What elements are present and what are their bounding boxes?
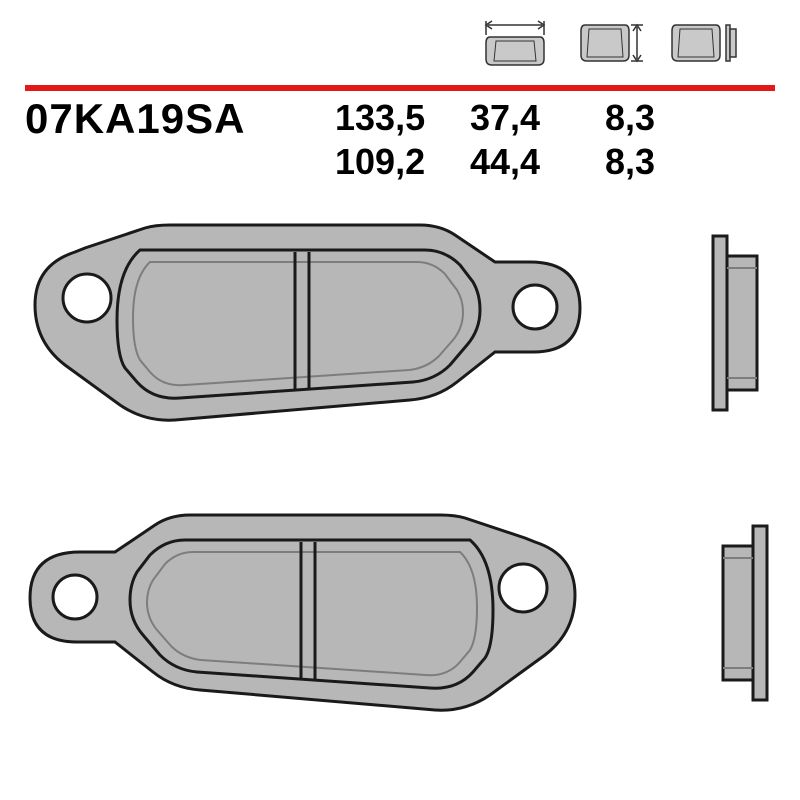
pad-side-view-1 bbox=[705, 228, 775, 418]
spec-row: 07KA19SA 133,5 37,4 8,3 109,2 44,4 8,3 bbox=[25, 95, 775, 183]
dim-width-2: 109,2 bbox=[335, 141, 470, 183]
dim-width-1: 133,5 bbox=[335, 97, 470, 139]
height-dimension-icon bbox=[575, 15, 645, 70]
dim-thick-1: 8,3 bbox=[605, 97, 685, 139]
dimension-table: 133,5 37,4 8,3 109,2 44,4 8,3 bbox=[335, 95, 685, 183]
red-divider bbox=[25, 78, 775, 84]
pad-front-view-2 bbox=[25, 500, 585, 725]
part-number: 07KA19SA bbox=[25, 95, 335, 143]
dim-thick-2: 8,3 bbox=[605, 141, 685, 183]
pad-front-view-1 bbox=[25, 210, 585, 435]
dim-height-1: 37,4 bbox=[470, 97, 605, 139]
dimension-row-2: 109,2 44,4 8,3 bbox=[335, 141, 685, 183]
pad-side-view-2 bbox=[705, 518, 775, 708]
dimension-legend-icons bbox=[480, 15, 740, 70]
brake-pad-drawing-1 bbox=[25, 210, 775, 435]
width-dimension-icon bbox=[480, 15, 550, 70]
thickness-dimension-icon bbox=[670, 15, 740, 70]
dim-height-2: 44,4 bbox=[470, 141, 605, 183]
brake-pad-drawing-2 bbox=[25, 500, 775, 725]
dimension-row-1: 133,5 37,4 8,3 bbox=[335, 97, 685, 139]
technical-drawings bbox=[25, 210, 775, 775]
